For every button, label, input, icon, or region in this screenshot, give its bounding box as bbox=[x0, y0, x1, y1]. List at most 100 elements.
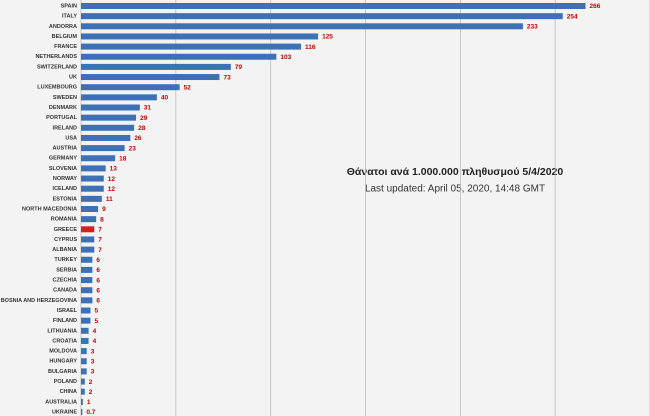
category-label: NORWAY bbox=[53, 176, 77, 182]
value-label: 7 bbox=[98, 247, 102, 254]
bar bbox=[81, 236, 95, 243]
category-label: SLOVENIA bbox=[49, 166, 77, 172]
value-label: 52 bbox=[184, 84, 192, 91]
bar bbox=[81, 206, 99, 212]
category-label: ISRAEL bbox=[57, 308, 78, 314]
bar bbox=[81, 63, 231, 70]
value-label: 0.7 bbox=[86, 409, 95, 416]
category-label: MOLDOVA bbox=[49, 349, 77, 355]
bar bbox=[81, 287, 93, 294]
category-label: LUXEMBOURG bbox=[37, 85, 77, 91]
bar bbox=[81, 43, 302, 50]
annotation-title: Θάνατοι ανά 1.000.000 πληθυσμού 5/4/2020 bbox=[347, 166, 564, 178]
bar bbox=[81, 114, 137, 121]
value-label: 9 bbox=[102, 206, 106, 213]
category-label: BULGARIA bbox=[48, 369, 77, 375]
value-label: 6 bbox=[96, 267, 100, 274]
category-label: BELGIUM bbox=[52, 34, 78, 40]
value-label: 233 bbox=[527, 24, 538, 31]
value-label: 3 bbox=[91, 369, 95, 376]
value-label: 73 bbox=[223, 74, 231, 81]
category-label: HUNGARY bbox=[49, 359, 77, 365]
category-label: IRELAND bbox=[53, 125, 77, 131]
bar bbox=[81, 358, 87, 365]
value-label: 5 bbox=[94, 308, 98, 315]
category-label: PORTUGAL bbox=[46, 115, 78, 121]
category-label: FINLAND bbox=[53, 318, 77, 324]
category-label: ANDORRA bbox=[49, 24, 77, 30]
bar bbox=[81, 368, 87, 375]
bar bbox=[81, 124, 135, 131]
category-label: CZECHIA bbox=[53, 278, 77, 284]
value-label: 79 bbox=[235, 64, 243, 71]
bar bbox=[81, 277, 93, 284]
value-label: 13 bbox=[110, 166, 118, 173]
bar bbox=[81, 409, 83, 415]
value-label: 40 bbox=[161, 95, 169, 102]
value-label: 6 bbox=[96, 287, 100, 294]
category-label: GREECE bbox=[54, 227, 78, 233]
category-label: NETHERLANDS bbox=[35, 54, 77, 60]
value-label: 11 bbox=[106, 196, 113, 203]
value-label: 6 bbox=[96, 257, 100, 264]
category-label: POLAND bbox=[54, 379, 77, 385]
value-label: 1 bbox=[87, 399, 91, 406]
category-label: ROMANIA bbox=[51, 217, 77, 223]
bar bbox=[81, 216, 97, 223]
bar bbox=[81, 317, 91, 324]
value-label: 6 bbox=[96, 277, 100, 284]
value-label: 7 bbox=[98, 227, 102, 234]
bar bbox=[81, 94, 157, 101]
category-label: SWEDEN bbox=[53, 95, 77, 101]
bar bbox=[81, 327, 89, 334]
category-label: BOSNIA AND HERZEGOVINA bbox=[1, 298, 77, 304]
value-label: 31 bbox=[144, 105, 152, 112]
value-label: 6 bbox=[96, 298, 100, 305]
category-label: ALBANIA bbox=[52, 247, 77, 253]
category-label: FRANCE bbox=[54, 44, 77, 50]
category-label: NORTH MACEDONIA bbox=[22, 206, 77, 212]
bar bbox=[81, 155, 116, 162]
category-label: ICELAND bbox=[53, 186, 77, 192]
category-label: CROATIA bbox=[52, 338, 77, 344]
category-label: AUSTRALIA bbox=[45, 399, 77, 405]
bar bbox=[81, 348, 87, 355]
bar bbox=[81, 266, 93, 273]
bar bbox=[81, 195, 102, 202]
bar bbox=[81, 297, 93, 304]
category-label: ESTONIA bbox=[53, 196, 77, 202]
value-label: 29 bbox=[140, 115, 148, 122]
value-label: 5 bbox=[94, 318, 98, 325]
value-label: 4 bbox=[93, 338, 97, 345]
value-label: 266 bbox=[590, 3, 601, 10]
category-label: LITHUANIA bbox=[47, 328, 77, 334]
category-label: SPAIN bbox=[61, 3, 77, 9]
value-label: 2 bbox=[89, 389, 93, 396]
value-label: 254 bbox=[567, 13, 578, 20]
category-label: DENMARK bbox=[49, 105, 77, 111]
bar bbox=[81, 388, 85, 395]
bar bbox=[81, 185, 104, 192]
bar bbox=[81, 165, 106, 172]
category-label: SWITZERLAND bbox=[37, 64, 77, 70]
bar bbox=[81, 84, 180, 91]
category-label: AUSTRIA bbox=[53, 146, 77, 152]
category-label: TURKEY bbox=[54, 257, 77, 263]
bar bbox=[81, 33, 319, 40]
bar bbox=[81, 337, 89, 344]
bar bbox=[81, 246, 95, 253]
value-label: 2 bbox=[89, 379, 93, 386]
bar bbox=[81, 378, 85, 385]
category-label: ITALY bbox=[62, 14, 77, 20]
category-label: UKRAINE bbox=[52, 409, 77, 415]
value-label: 26 bbox=[134, 135, 142, 142]
bar bbox=[81, 104, 140, 111]
value-label: 12 bbox=[108, 186, 116, 193]
bar bbox=[81, 53, 277, 60]
bar bbox=[81, 256, 93, 263]
bar bbox=[81, 145, 125, 152]
category-label: CANADA bbox=[53, 288, 77, 294]
bar bbox=[81, 307, 91, 314]
bar bbox=[81, 13, 563, 20]
